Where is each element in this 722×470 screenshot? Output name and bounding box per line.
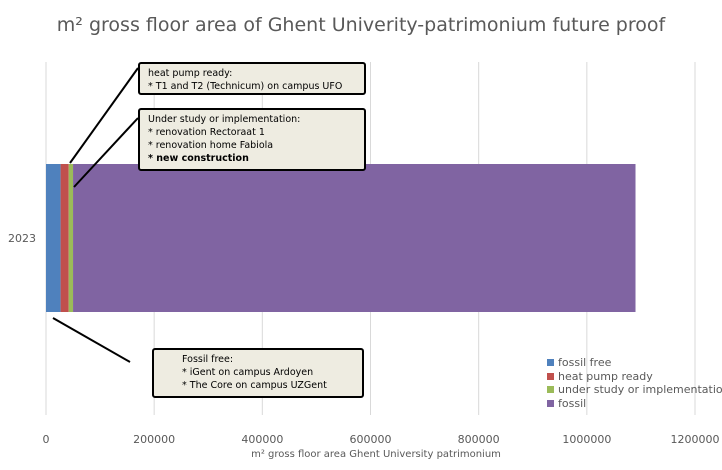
callout-fossil-free: Fossil free: * iGent on campus Ardoyen * T… — [152, 348, 364, 398]
leader-line — [69, 67, 139, 164]
callout-line: * renovation home Fabiola — [148, 140, 274, 151]
legend: fossil free heat pump ready under study or… — [547, 356, 722, 410]
bar-under-study-or-implementation — [68, 164, 74, 312]
category-label: 2023 — [8, 232, 36, 245]
x-tick-labels: 0 200000 400000 600000 800000 1000000 1200000 — [43, 433, 720, 446]
x-tick-label: 200000 — [133, 433, 175, 446]
legend-swatch — [547, 359, 554, 367]
chart-title: m² gross floor area of Ghent Univerity-p… — [56, 14, 666, 36]
callout-line: * The Core on campus UZGent — [182, 380, 327, 391]
x-tick-label: 800000 — [458, 433, 500, 446]
callout-line: * iGent on campus Ardoyen — [182, 367, 314, 378]
x-tick-label: 600000 — [350, 433, 392, 446]
legend-label: fossil free — [558, 356, 612, 370]
callout-heat-pump: heat pump ready: * T1 and T2 (Technicum) … — [138, 62, 366, 95]
leader-line — [73, 117, 139, 188]
legend-label: under study or implementation — [558, 383, 722, 397]
callout-under-study: Under study or implementation: * renovati… — [138, 108, 366, 171]
bar-heat-pump-ready — [60, 164, 69, 312]
callout-line: Fossil free: — [182, 354, 234, 365]
bars — [46, 164, 636, 312]
x-tick-label: 400000 — [241, 433, 283, 446]
leader-line — [52, 317, 131, 363]
legend-item: fossil free — [547, 356, 722, 370]
callout-line: Under study or implementation: — [148, 114, 301, 125]
legend-label: fossil — [558, 396, 587, 410]
legend-item: under study or implementation — [547, 383, 722, 397]
bar-fossil — [73, 164, 636, 312]
legend-label: heat pump ready — [558, 369, 653, 383]
legend-item: fossil — [547, 397, 722, 411]
legend-item: heat pump ready — [547, 370, 722, 384]
legend-swatch — [547, 399, 554, 407]
callout-line: * new construction — [148, 153, 249, 164]
x-tick-label: 1000000 — [562, 433, 611, 446]
category-labels: 2023 — [8, 232, 36, 245]
legend-swatch — [547, 372, 554, 380]
x-tick-label: 1200000 — [671, 433, 720, 446]
legend-swatch — [547, 386, 554, 394]
callout-leader-lines — [52, 67, 139, 363]
callout-line: * renovation Rectoraat 1 — [148, 127, 265, 138]
x-tick-label: 0 — [43, 433, 50, 446]
x-axis-title: m² gross floor area Ghent University pat… — [251, 449, 501, 460]
callout-line: heat pump ready: — [148, 68, 233, 79]
callout-line: * T1 and T2 (Technicum) on campus UFO — [148, 81, 343, 92]
bar-fossil-free — [46, 164, 61, 312]
